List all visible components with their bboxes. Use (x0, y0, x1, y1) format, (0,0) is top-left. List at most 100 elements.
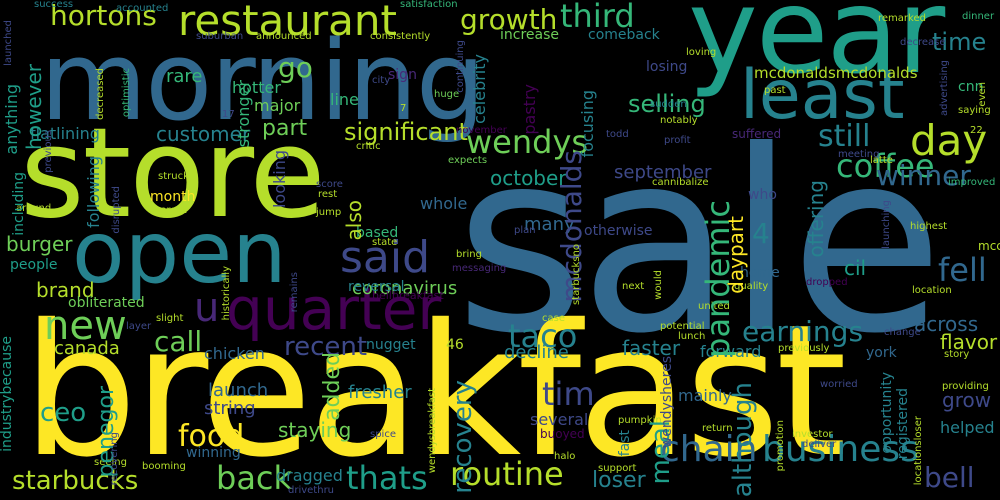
word-change: change (884, 327, 921, 338)
word-taco: taco (508, 317, 578, 355)
word-added: added (320, 352, 345, 421)
word-coffee: coffee (836, 147, 935, 185)
word-reversal: reversal (348, 279, 405, 295)
word-rest: rest (318, 189, 338, 200)
word-sign: sign (388, 67, 417, 83)
word-improved: improved (948, 177, 996, 188)
word-anything: anything (2, 84, 21, 155)
word-support: support (598, 463, 637, 474)
word-forward: forward (700, 342, 762, 361)
word-disrupted: disrupted (111, 186, 122, 234)
word-many: many (524, 214, 575, 235)
word-chicken: chicken (204, 344, 265, 363)
word-saying: saying (958, 105, 991, 116)
word-routine: routine (450, 455, 564, 493)
word-satisfaction: satisfaction (400, 0, 458, 10)
word-looking: looking (270, 150, 289, 209)
word-optimistic: optimistic (121, 68, 132, 118)
word-score: score (316, 179, 343, 190)
word-critic: critic (356, 141, 381, 152)
word-continuing: continuing (455, 40, 466, 93)
word-consistently: consistently (370, 31, 431, 42)
word-whole: whole (420, 194, 468, 213)
word-fresher: fresher (348, 382, 412, 403)
word-four: 4 (752, 217, 770, 250)
word-location: location (912, 285, 952, 296)
word-daypart: daypart (724, 216, 748, 294)
word-pastry: pastry (520, 84, 539, 135)
word-suburban: suburban (196, 31, 244, 42)
word-decline: decline (504, 342, 569, 363)
word-however: however (22, 64, 46, 150)
word-york: york (866, 345, 897, 361)
word-nugget: nugget (366, 337, 416, 353)
word-bring: bring (456, 249, 482, 260)
word-announced: announced (256, 31, 312, 42)
word-latte: latte (870, 155, 893, 166)
word-wendysheres: wendysheres (659, 356, 675, 449)
word-otherwise: otherwise (584, 223, 653, 239)
word-case: case (542, 313, 565, 324)
word-line: line (330, 90, 359, 109)
word-worried: worried (820, 379, 858, 390)
word-tim: tim (542, 375, 595, 413)
word-call: call (154, 325, 203, 358)
word-remarked: remarked (878, 13, 926, 24)
word-increase: increase (500, 27, 560, 43)
word-recovering: recovering (109, 432, 120, 486)
word-advertising: advertising (939, 60, 950, 117)
word-winner: winner (876, 159, 971, 192)
word-starbucks: starbucks (12, 466, 139, 496)
word-restaurant: restaurant (178, 0, 397, 45)
word-people: people (10, 257, 58, 273)
word-state: state (372, 237, 398, 248)
word-drivethru: drivethru (288, 485, 335, 496)
word-opportunity: opportunity (879, 372, 895, 454)
word-major: major (254, 96, 301, 115)
word-starbucksno: starbucksno (571, 244, 582, 306)
word-pumpkin: pumpkin (618, 415, 662, 426)
word-new: new (44, 303, 127, 349)
word-winning: winning (186, 445, 241, 461)
word-earnings: earnings (742, 315, 864, 348)
word-brand: brand (36, 278, 95, 302)
word-recovery: recovery (448, 380, 478, 494)
word-who: who (748, 187, 777, 203)
word-quarter: quarter (226, 275, 442, 343)
word-also: also (342, 200, 366, 241)
word-grow: grow (942, 388, 992, 412)
word-selling: selling (628, 90, 706, 118)
word-next: next (622, 281, 645, 292)
word-launched: launched (3, 20, 14, 66)
word-spice: spice (370, 429, 396, 440)
word-messaging: messaging (452, 263, 507, 274)
word-remains: remains (289, 272, 300, 313)
word-twentytwo: 22 (970, 125, 983, 136)
word-chain: chain (660, 429, 758, 470)
word-previously: previously (778, 343, 830, 354)
word-month: month (150, 189, 196, 205)
word-year: year (688, 0, 945, 100)
word-morning: morning (40, 17, 486, 145)
word-past: past (764, 85, 786, 96)
word-promotion: promotion (775, 420, 786, 472)
word-launch: launch (208, 380, 269, 401)
word-wendys: wendys (466, 123, 589, 161)
word-halo: halo (554, 451, 576, 462)
word-staying: staying (278, 418, 352, 442)
word-go: go (278, 51, 313, 84)
word-success: success (34, 0, 74, 10)
word-notably: notably (660, 115, 698, 126)
word-previous: previous (43, 130, 54, 173)
word-canada: canada (54, 338, 120, 359)
word-mcdonaldsmcdonalds: mcdonaldsmcdonalds (754, 64, 918, 82)
word-would: would (653, 270, 664, 300)
word-october: october (490, 166, 567, 190)
word-united: united (698, 301, 730, 312)
word-home: home (740, 265, 780, 281)
word-seeing: seeing (94, 457, 127, 468)
word-burger: burger (6, 232, 73, 256)
word-stronger: stronger (234, 80, 253, 148)
word-september: september (614, 162, 712, 183)
word-registered: registered (895, 388, 911, 460)
